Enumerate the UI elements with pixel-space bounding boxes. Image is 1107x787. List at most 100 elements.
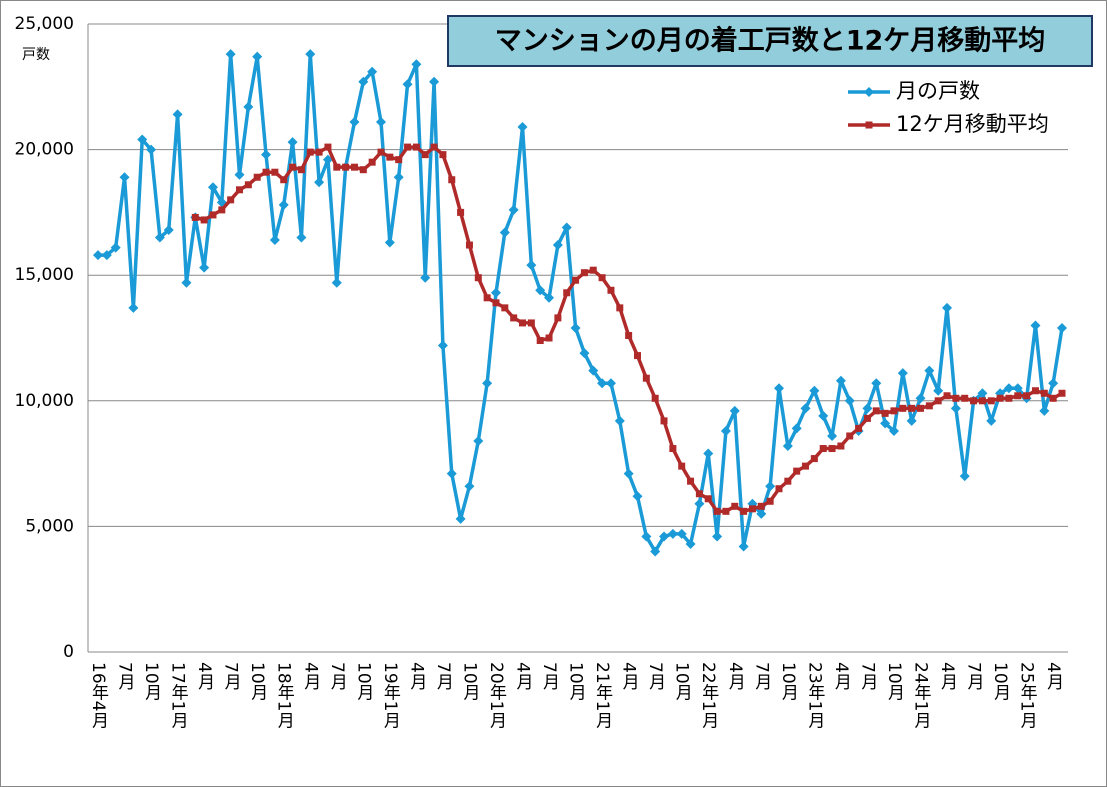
data-point <box>244 181 252 189</box>
data-point <box>773 383 784 394</box>
data-point <box>280 176 288 184</box>
data-point <box>412 143 420 151</box>
data-point <box>377 148 385 156</box>
data-point <box>1003 383 1014 394</box>
data-point <box>835 375 846 386</box>
data-point <box>669 445 677 453</box>
data-point <box>660 417 668 425</box>
data-point <box>1049 394 1057 402</box>
data-point <box>306 148 314 156</box>
data-point <box>880 418 891 429</box>
data-point <box>490 287 501 298</box>
data-point <box>395 156 403 164</box>
data-point <box>598 274 606 282</box>
data-point <box>916 404 924 412</box>
data-point <box>791 423 802 434</box>
data-point <box>508 204 519 215</box>
data-point <box>784 477 792 485</box>
x-tick-label: 7月 <box>221 662 242 690</box>
x-tick-label: 25年1月 <box>1017 662 1038 728</box>
data-point <box>616 304 624 312</box>
data-point <box>368 158 376 166</box>
data-point <box>386 153 394 161</box>
data-point <box>809 385 820 396</box>
data-point <box>191 213 199 221</box>
data-point <box>110 242 121 253</box>
data-point <box>641 531 652 542</box>
data-point <box>924 365 935 376</box>
data-point <box>871 378 882 389</box>
data-point <box>119 172 130 183</box>
data-point <box>554 314 562 322</box>
data-point <box>527 319 535 327</box>
data-point <box>818 410 829 421</box>
data-point <box>448 176 456 184</box>
x-tick-label: 18年1月 <box>274 662 295 728</box>
data-point <box>943 392 951 400</box>
data-point <box>519 319 527 327</box>
data-point <box>128 302 139 313</box>
data-point <box>1057 322 1067 333</box>
data-point <box>906 415 917 426</box>
data-point <box>987 397 995 405</box>
data-point <box>704 495 712 503</box>
data-point <box>828 445 836 453</box>
data-point <box>959 471 970 482</box>
data-point <box>623 468 634 479</box>
x-tick-label: 24年1月 <box>910 662 931 728</box>
data-point <box>632 491 643 502</box>
data-point <box>261 149 272 160</box>
x-tick-label: 10月 <box>778 662 799 701</box>
x-tick-label: 4月 <box>1043 662 1064 690</box>
data-point <box>421 151 429 159</box>
data-point <box>1040 389 1048 397</box>
data-point <box>561 222 572 233</box>
data-point <box>376 116 387 127</box>
x-tick-label: 4月 <box>300 662 321 690</box>
legend-marker <box>865 121 873 129</box>
data-point <box>271 168 279 176</box>
data-point <box>207 182 218 193</box>
data-point <box>756 508 767 519</box>
data-point <box>712 531 723 542</box>
data-point <box>154 232 165 243</box>
data-point <box>1048 378 1059 389</box>
data-point <box>446 468 457 479</box>
legend-label: 12ケ月移動平均 <box>896 112 1049 136</box>
data-point <box>544 292 555 303</box>
data-point <box>499 227 510 238</box>
data-point <box>855 424 863 432</box>
data-point <box>614 415 625 426</box>
x-tick-label: 7月 <box>645 662 666 690</box>
y-axis-label: 戸数 <box>22 47 50 63</box>
x-tick-label: 7月 <box>327 662 348 690</box>
data-point <box>888 425 899 436</box>
data-point <box>589 266 597 274</box>
data-point <box>667 528 678 539</box>
x-tick-label: 10月 <box>247 662 268 701</box>
data-point <box>296 232 307 243</box>
data-point <box>358 76 369 87</box>
data-point <box>209 211 217 219</box>
x-tick-label: 7月 <box>539 662 560 690</box>
data-point <box>996 394 1004 402</box>
data-point <box>278 199 289 210</box>
title-box <box>447 15 1093 67</box>
data-point <box>350 163 358 171</box>
data-point <box>925 402 933 410</box>
data-point <box>775 485 783 493</box>
data-point <box>146 144 157 155</box>
data-point <box>970 397 978 405</box>
data-point <box>253 173 261 181</box>
x-tick-label: 23年1月 <box>804 662 825 728</box>
data-point <box>687 477 695 485</box>
data-point <box>289 163 297 171</box>
x-tick-label: 7月 <box>964 662 985 690</box>
data-point <box>827 430 838 441</box>
y-tick-label: 25,000 <box>15 14 74 34</box>
y-tick-label: 20,000 <box>15 140 74 160</box>
data-point <box>650 546 661 557</box>
x-tick-label: 10月 <box>884 662 905 701</box>
data-point <box>819 445 827 453</box>
x-tick-label: 7月 <box>433 662 454 690</box>
